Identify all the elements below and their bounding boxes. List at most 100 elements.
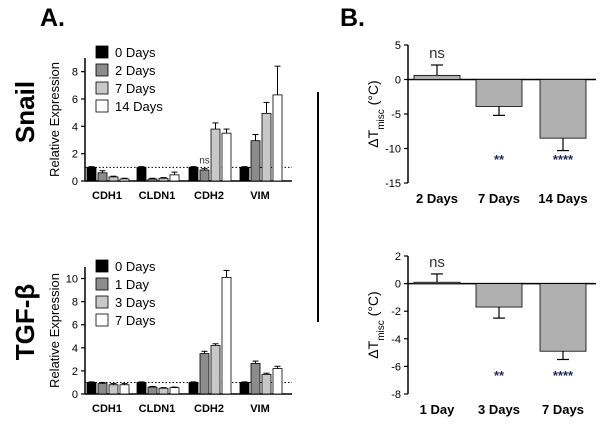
x-tick-label: VIM	[250, 403, 270, 415]
y-tick-label: 2	[72, 149, 78, 161]
bar	[239, 382, 250, 395]
y-tick-label: 0	[72, 389, 78, 401]
significance-label: ****	[553, 152, 574, 167]
chart-tgfb-tmisc: -8 -6 -4 -2 0 2 ΔTmisc (°C) 1 Day ns 3 Days ** 7 Da…	[365, 251, 596, 417]
legend-swatch	[95, 313, 109, 327]
y-tick-label: -15	[385, 178, 401, 190]
bar	[97, 172, 108, 182]
x-tick-label: 3 Days	[478, 402, 520, 417]
panel-label-b: B.	[340, 4, 365, 32]
y-tick-label: -2	[391, 306, 401, 318]
bar	[86, 382, 97, 395]
legend-label: 0 Days	[115, 45, 156, 60]
bar	[475, 79, 523, 107]
legend-swatch	[95, 99, 109, 113]
legend-swatch	[95, 63, 109, 77]
legend-swatch	[95, 81, 109, 95]
bar	[136, 166, 147, 182]
bar	[199, 353, 210, 395]
y-tick-label: 8	[72, 67, 78, 79]
bar	[272, 368, 283, 395]
bar	[86, 166, 97, 182]
bar	[239, 166, 250, 182]
bar	[210, 345, 221, 395]
bar	[221, 276, 232, 395]
significance-label: ns	[429, 45, 445, 62]
significance-label: ns	[199, 156, 210, 167]
bar	[108, 176, 119, 182]
y-tick-label: 10	[66, 274, 78, 286]
x-tick-label: 2 Days	[416, 191, 458, 206]
x-tick-label: CDH2	[194, 190, 224, 202]
y-tick-label: -10	[385, 144, 401, 156]
bar	[413, 281, 461, 285]
bar	[188, 382, 199, 395]
x-tick-label: 1 Day	[420, 402, 455, 417]
x-tick-label: 7 Days	[542, 402, 584, 417]
x-tick-label: CLDN1	[139, 190, 176, 202]
y-tick-label: -6	[391, 361, 401, 373]
bar	[147, 386, 158, 395]
y-tick-label: 0	[395, 75, 401, 87]
bar	[119, 178, 130, 182]
legend-swatch	[95, 45, 109, 59]
bar	[272, 94, 283, 182]
chart-tgfb-expression: 0 2 4 6 8 10 Relative Expression CDH1 CLDN1 CDH2 V…	[47, 259, 292, 415]
y-tick-label: 6	[72, 94, 78, 106]
y-tick-label: 0	[395, 279, 401, 291]
y-axis-label: ΔTmisc (°C)	[365, 80, 387, 147]
row-label-tgfb: TGF-β	[10, 284, 40, 361]
bar	[221, 132, 232, 182]
y-tick-label: 4	[72, 343, 78, 355]
legend-swatch	[95, 259, 109, 273]
x-tick-label: VIM	[250, 190, 270, 202]
legend-swatch	[95, 277, 109, 291]
x-tick-label: CLDN1	[139, 403, 176, 415]
y-axis-label: Relative Expression	[47, 273, 62, 388]
legend-swatch	[95, 295, 109, 309]
legend-label: 3 Days	[115, 295, 156, 310]
bar	[261, 112, 272, 182]
y-tick-label: 6	[72, 320, 78, 332]
bar	[158, 387, 169, 395]
y-tick-label: 2	[395, 251, 401, 263]
panel-label-a: A.	[40, 4, 65, 32]
y-tick-label: -8	[391, 389, 401, 401]
y-tick-label: 2	[72, 366, 78, 378]
y-tick-label: 5	[395, 40, 401, 52]
x-tick-label: 14 Days	[538, 191, 587, 206]
bar	[199, 169, 210, 182]
bar	[136, 382, 147, 395]
x-tick-label: CDH1	[92, 190, 122, 202]
y-tick-label: 4	[72, 121, 78, 133]
bar	[169, 174, 180, 182]
bar	[158, 177, 169, 182]
y-tick-label: 8	[72, 297, 78, 309]
x-tick-label: CDH2	[194, 403, 224, 415]
bar	[119, 384, 130, 395]
bar	[539, 283, 587, 352]
bar	[147, 178, 158, 182]
bar	[169, 387, 180, 395]
y-axis-label: ΔTmisc (°C)	[365, 291, 387, 358]
chart-snail-tmisc: -15 -10 -5 0 5 ΔTmisc (°C) 2 Days ns 7 Days ** 14 …	[365, 40, 596, 206]
x-tick-label: CDH1	[92, 403, 122, 415]
y-axis-label: Relative Expression	[47, 62, 62, 177]
legend-label: 0 Days	[115, 259, 156, 274]
bar	[261, 373, 272, 395]
y-tick-label: -5	[391, 109, 401, 121]
significance-label: ****	[553, 368, 574, 383]
y-tick-label: -4	[391, 334, 401, 346]
y-tick-label: 0	[72, 176, 78, 188]
significance-label: **	[494, 368, 505, 383]
legend-label: 2 Days	[115, 63, 156, 78]
bar	[250, 140, 261, 182]
chart-snail-expression: 0 2 4 6 8 Relative Expression CDH1 CLDN1 CDH2 VIM…	[47, 45, 292, 202]
bar	[539, 79, 587, 139]
bar	[108, 384, 119, 395]
legend-label: 7 Days	[115, 81, 156, 96]
legend-label: 7 Days	[115, 313, 156, 328]
bar	[210, 128, 221, 182]
x-tick-label: 7 Days	[478, 191, 520, 206]
